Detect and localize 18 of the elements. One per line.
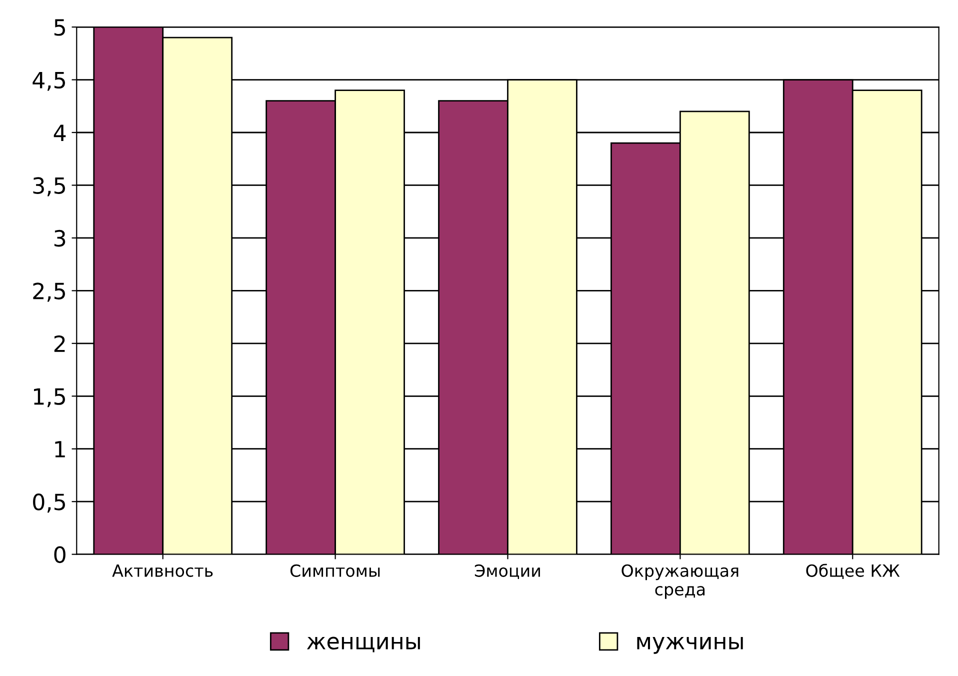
y-tick-label: 2 xyxy=(54,335,65,352)
legend-label: женщины xyxy=(306,636,420,652)
x-tick-label: Активность xyxy=(112,564,213,577)
y-tick-label: 0,5 xyxy=(33,494,65,513)
y-tick-label: 3,5 xyxy=(33,177,65,196)
y-tick-label: 1,5 xyxy=(34,388,65,408)
y-tick-label: 1 xyxy=(55,441,65,458)
y-tick-label: 4 xyxy=(54,124,66,141)
y-tick-label: 3 xyxy=(54,230,66,247)
y-tick-label: 2,5 xyxy=(33,282,65,302)
x-tick-label: Окружающая среда xyxy=(622,564,738,599)
y-tick-label: 4,5 xyxy=(32,72,65,91)
y-tick-label: 5 xyxy=(54,19,65,36)
x-tick-label: Симптомы xyxy=(290,564,380,577)
legend-label: мужчины xyxy=(637,636,743,654)
x-tick-label: Эмоции xyxy=(474,564,540,580)
x-tick-label: Общее КЖ xyxy=(806,564,900,580)
y-tick-label: 0 xyxy=(54,546,66,564)
